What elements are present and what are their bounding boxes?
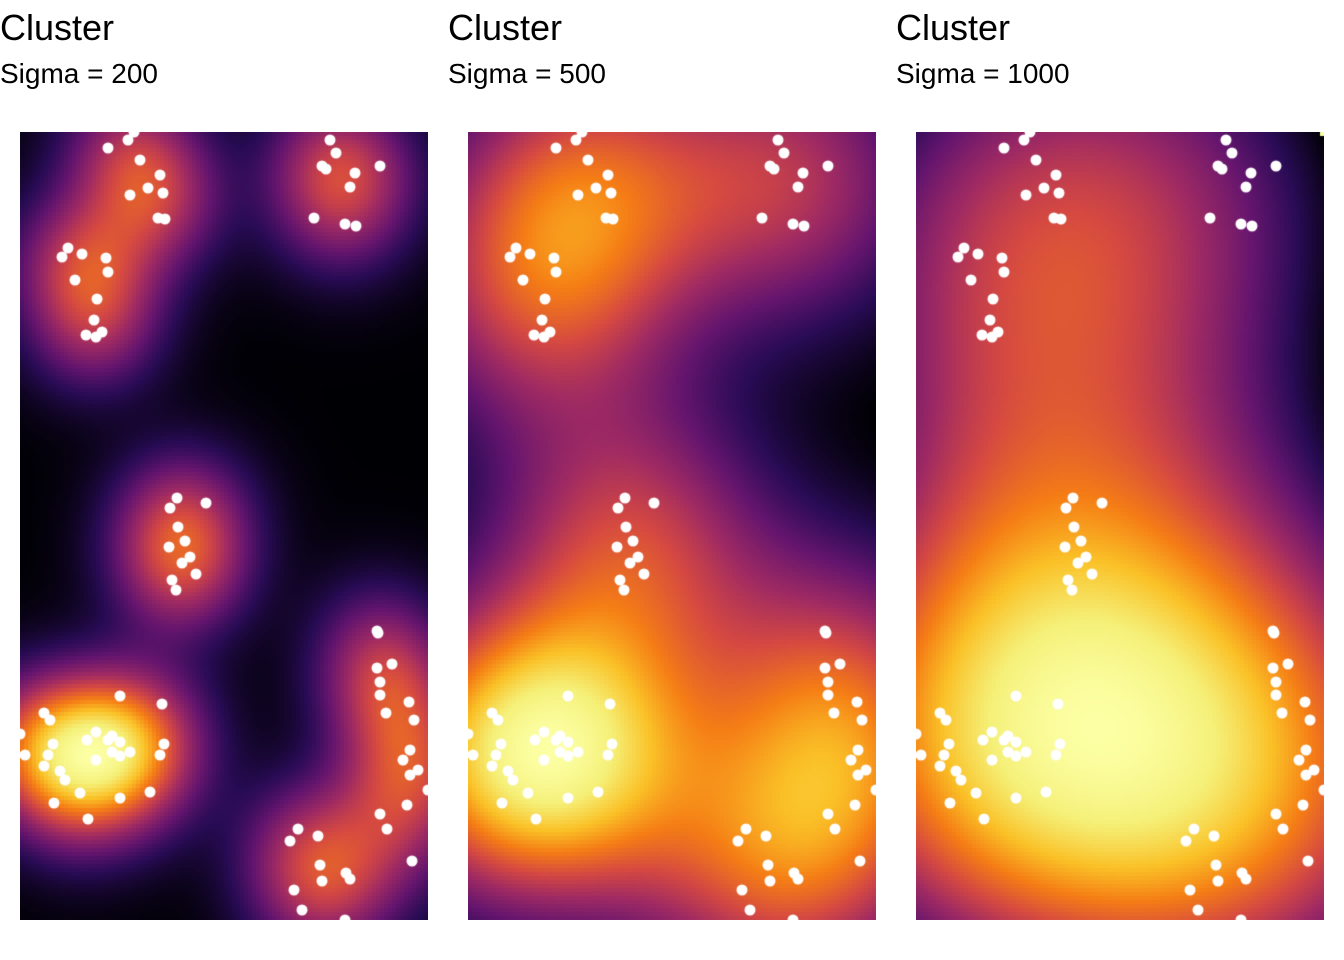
heatmap-plot <box>468 132 876 920</box>
chart-subtitle: Sigma = 200 <box>0 58 158 89</box>
chart-title: Cluster <box>896 7 1011 48</box>
chart-panel-3: Cluster Sigma = 1000 <box>896 0 1336 960</box>
chart-panel-2: Cluster Sigma = 500 <box>448 0 888 960</box>
chart-title: Cluster <box>448 7 563 48</box>
heatmap-plot <box>20 132 428 920</box>
chart-subtitle: Sigma = 1000 <box>896 58 1070 89</box>
chart-title: Cluster <box>0 7 115 48</box>
chart-panel-1: Cluster Sigma = 200 <box>0 0 440 960</box>
chart-subtitle: Sigma = 500 <box>448 58 606 89</box>
heatmap-plot <box>916 132 1324 920</box>
